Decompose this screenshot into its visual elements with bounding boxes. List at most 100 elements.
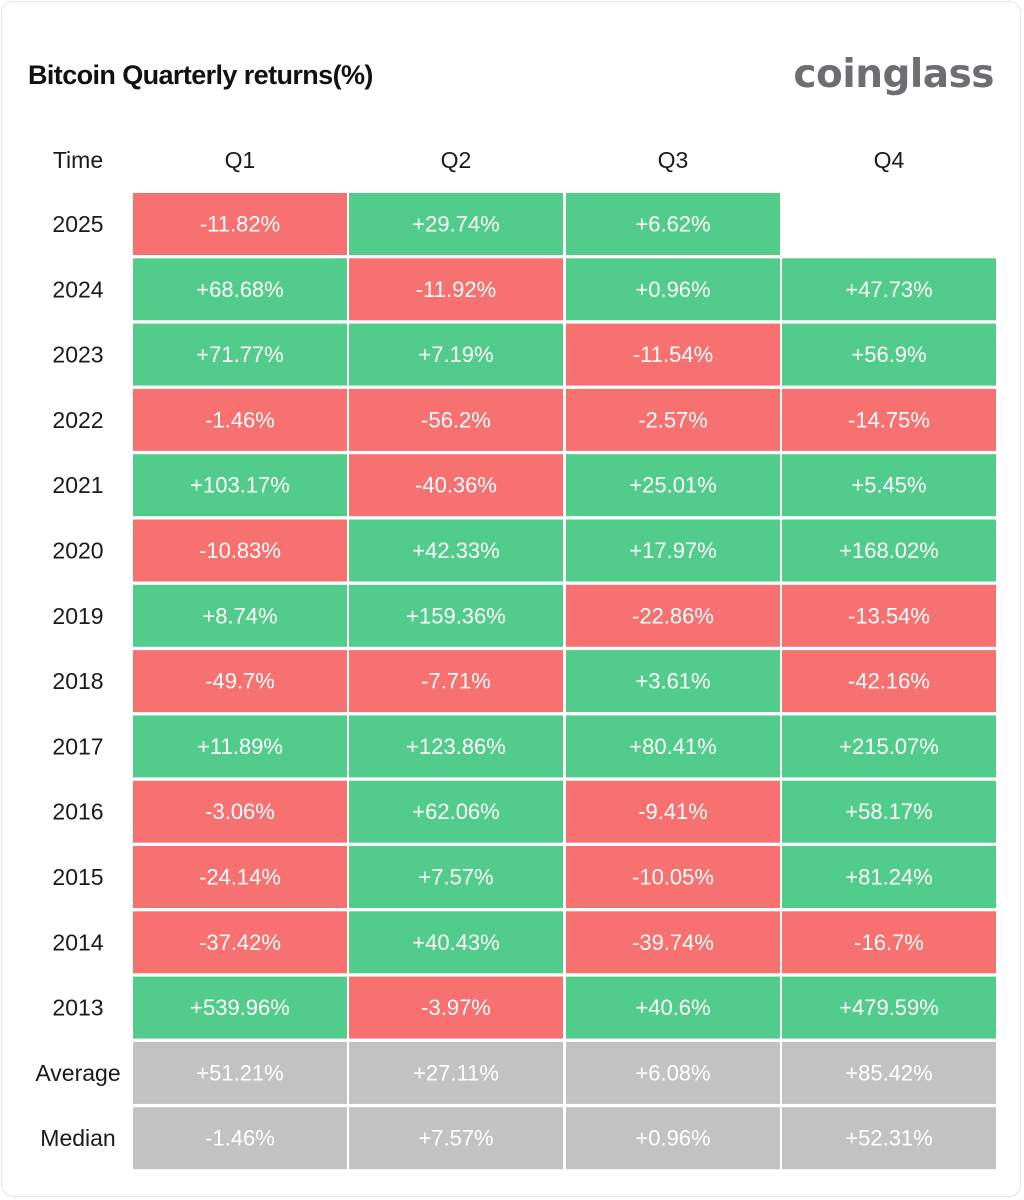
cell-label-average-q1: +51.21% [196,1060,283,1085]
cell-median-q3 [566,1107,780,1170]
cell-2019-q3 [566,584,780,647]
cell-median-q2 [349,1107,563,1170]
cell-label-2025-q2: +29.74% [412,212,499,237]
cell-label-2020-q2: +42.33% [412,538,499,563]
cell-2015-q4 [782,846,996,908]
cell-2018-q3 [566,650,780,713]
cell-2022-q1 [133,388,347,451]
cell-2022-q3 [566,388,780,451]
cell-label-2017-q4: +215.07% [839,734,939,759]
cell-label-2013-q2: -3.97% [421,995,491,1020]
cell-label-median-q2: +7.57% [418,1126,493,1151]
cell-label-2015-q4: +81.24% [845,865,932,890]
cell-label-2017-q2: +123.86% [406,734,506,759]
cell-label-2018-q4: -42.16% [848,669,930,694]
cell-label-2021-q4: +5.45% [851,473,926,498]
cell-label-2016-q1: -3.06% [205,799,275,824]
row-label-2013: 2013 [52,995,103,1021]
row-label-2016: 2016 [52,799,103,825]
cell-label-2021-q1: +103.17% [190,473,290,498]
cell-2024-q3 [566,258,780,321]
row-label-2017: 2017 [52,733,103,759]
cell-label-2016-q2: +62.06% [412,799,499,824]
cell-label-2013-q3: +40.6% [635,995,710,1020]
cell-2021-q3 [566,454,780,517]
cell-2025-q1 [133,193,347,255]
header-q2: Q2 [441,147,472,173]
row-label-2024: 2024 [52,276,103,302]
cell-2016-q2 [349,780,563,843]
cell-label-average-q3: +6.08% [635,1060,710,1085]
cell-2018-q1 [133,650,347,713]
cell-label-2025-q3: +6.62% [635,212,710,237]
cell-label-2015-q2: +7.57% [418,865,493,890]
cell-2018-q2 [349,650,563,713]
header-q1: Q1 [225,147,256,173]
cell-2023-q1 [133,323,347,386]
cell-label-2021-q3: +25.01% [629,473,716,498]
cell-2017-q4 [782,715,996,778]
cell-label-median-q4: +52.31% [845,1126,932,1151]
cell-2014-q4 [782,911,996,974]
cell-label-2018-q3: +3.61% [635,669,710,694]
cell-label-2023-q1: +71.77% [196,342,283,367]
cell-2017-q1 [133,715,347,778]
cell-average-q1 [133,1041,347,1104]
header-q4: Q4 [874,147,905,173]
row-label-2015: 2015 [52,864,103,890]
cell-2015-q2 [349,846,563,908]
cell-2013-q3 [566,976,780,1039]
cell-label-2022-q3: -2.57% [638,407,708,432]
cell-2021-q1 [133,454,347,517]
row-label-2014: 2014 [52,929,103,955]
cell-2016-q3 [566,780,780,843]
cell-label-2019-q2: +159.36% [406,603,506,628]
cell-label-2024-q4: +47.73% [845,277,932,302]
header-q3: Q3 [658,147,689,173]
cell-label-2014-q2: +40.43% [412,930,499,955]
cell-2013-q2 [349,976,563,1039]
cell-median-q4 [782,1107,996,1170]
cell-label-2013-q1: +539.96% [190,995,290,1020]
row-label-2021: 2021 [52,472,103,498]
cell-label-2018-q1: -49.7% [205,669,275,694]
row-label-2019: 2019 [52,603,103,629]
cell-2020-q4 [782,519,996,582]
cell-label-2015-q3: -10.05% [632,865,714,890]
cell-label-2016-q4: +58.17% [845,799,932,824]
cell-label-2023-q2: +7.19% [418,342,493,367]
cell-label-2017-q3: +80.41% [629,734,716,759]
cell-2024-q1 [133,258,347,321]
cell-2017-q3 [566,715,780,778]
cell-label-2020-q3: +17.97% [629,538,716,563]
row-label-2020: 2020 [52,538,103,564]
header-time: Time [53,147,103,173]
cell-average-q3 [566,1041,780,1104]
cell-label-2014-q3: -39.74% [632,930,714,955]
cell-2016-q1 [133,780,347,843]
cell-label-2022-q4: -14.75% [848,407,930,432]
row-label-average: Average [35,1060,120,1086]
cell-label-2018-q2: -7.71% [421,669,491,694]
cell-2019-q1 [133,584,347,647]
cell-2016-q4 [782,780,996,843]
cell-2017-q2 [349,715,563,778]
cell-2021-q2 [349,454,563,517]
cell-average-q2 [349,1041,563,1104]
row-label-2022: 2022 [52,407,103,433]
cell-2014-q3 [566,911,780,974]
cell-label-2015-q1: -24.14% [199,865,281,890]
cell-2020-q1 [133,519,347,582]
cell-2023-q4 [782,323,996,386]
cell-label-2019-q3: -22.86% [632,603,714,628]
row-label-2025: 2025 [52,211,103,237]
row-label-median: Median [40,1125,115,1151]
coinglass-logo: coinglass [793,52,994,97]
cell-average-q4 [782,1041,996,1104]
cell-label-2024-q2: -11.92% [416,277,496,302]
cell-label-2020-q4: +168.02% [839,538,939,563]
cell-2025-q2 [349,193,563,255]
cell-2021-q4 [782,454,996,517]
cell-label-2020-q1: -10.83% [199,538,281,563]
